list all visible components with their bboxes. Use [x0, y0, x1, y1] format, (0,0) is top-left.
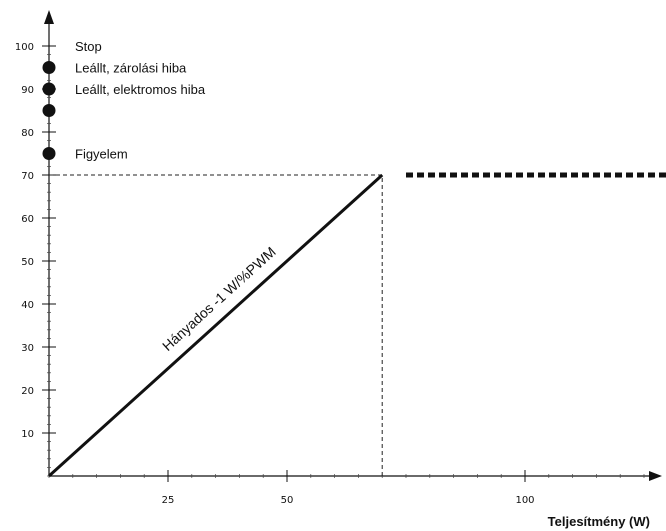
y-tick-label: 50	[21, 257, 34, 268]
label-group: Teljesítmény (W) Hányados -1 W/%PWM Leállt…	[75, 39, 650, 529]
y-tick-label: 20	[21, 386, 34, 397]
slope-label: Hányados -1 W/%PWM	[159, 244, 279, 354]
status-marker	[42, 82, 56, 96]
y-tick-label: 100	[15, 42, 34, 53]
x-tick-label: 100	[515, 495, 534, 506]
y-tick-label: 30	[21, 343, 34, 354]
series-line-1	[47, 173, 384, 478]
status-marker	[42, 104, 56, 117]
x-tick-label: 50	[281, 495, 294, 506]
y-tick-label: 70	[21, 171, 34, 182]
x-tick-label: 25	[162, 495, 175, 506]
y-tick-label: 60	[21, 214, 34, 225]
reference-lines	[49, 174, 383, 476]
y-tick-label: 40	[21, 300, 34, 311]
y-tick-label: 90	[21, 85, 34, 96]
status-label: Leállt, zárolási hiba	[75, 61, 187, 76]
series-group	[47, 172, 666, 478]
y-tick-label: 10	[21, 429, 34, 440]
x-axis-arrow	[649, 471, 662, 481]
axes: 1020304050607080901002550100150200250	[15, 10, 662, 506]
x-axis-label: Teljesítmény (W)	[548, 514, 650, 529]
status-label: Figyelem	[75, 147, 128, 162]
status-marker	[42, 147, 56, 160]
status-label: Leállt, elektromos hiba	[75, 82, 206, 97]
marker-group	[42, 61, 56, 160]
y-tick-label: 80	[21, 128, 34, 139]
y-axis-arrow	[44, 10, 54, 24]
status-marker	[42, 61, 56, 74]
stop-label: Stop	[75, 39, 102, 54]
